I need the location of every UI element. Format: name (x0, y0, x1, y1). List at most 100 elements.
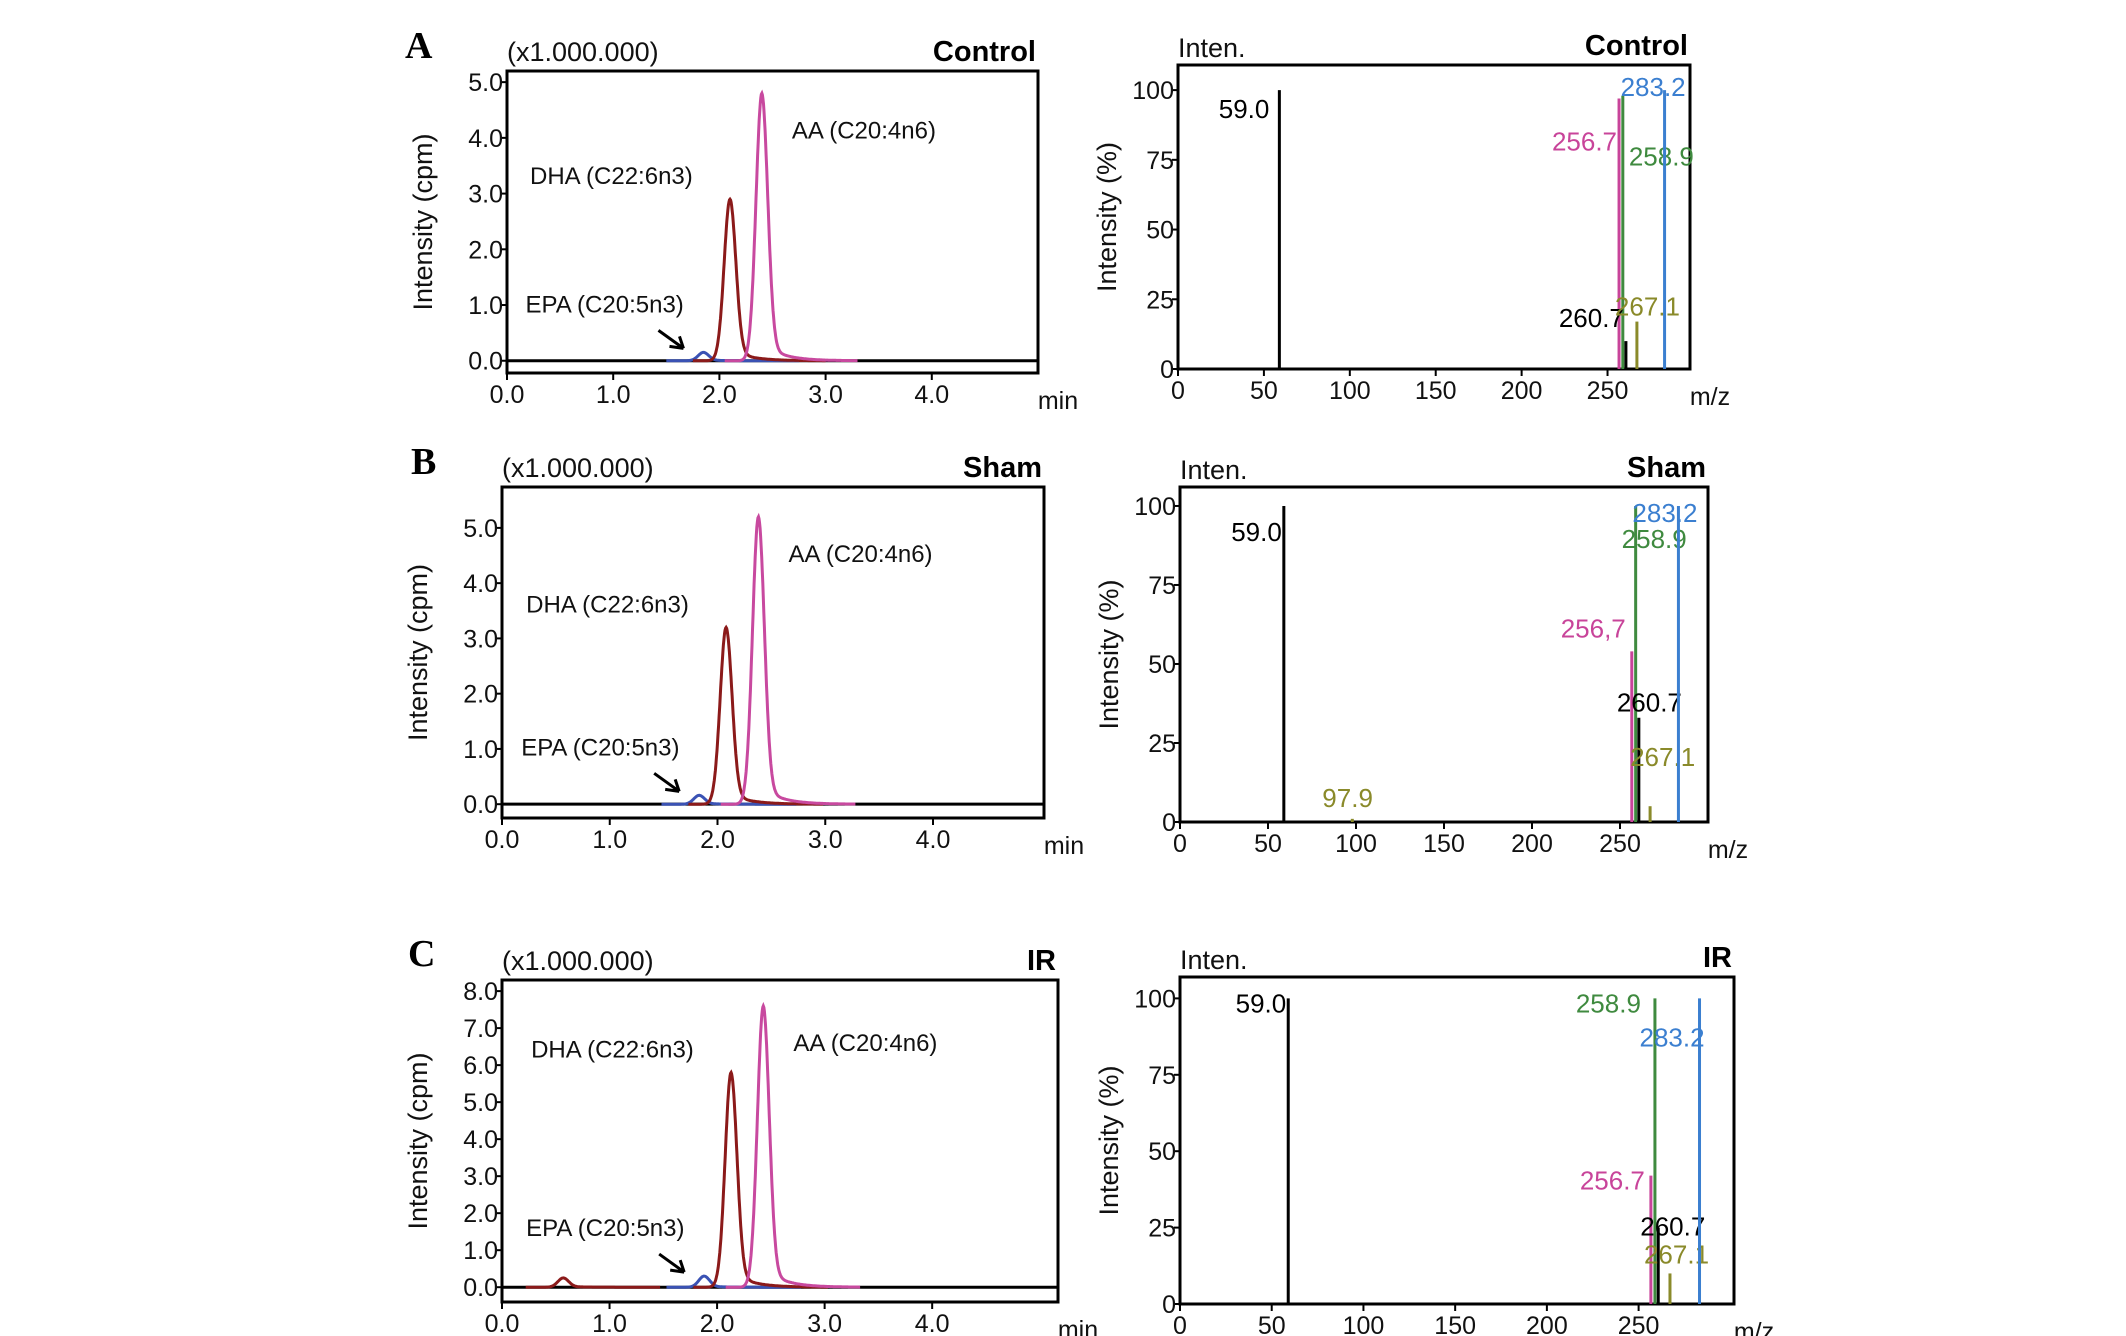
peak-trace (692, 196, 826, 363)
peak-label: AA (C20:4n6) (793, 1030, 937, 1057)
plot-frame (500, 978, 1060, 1304)
ion-label: 59.0 (1236, 988, 1287, 1018)
y-tick-label: 3.0 (468, 181, 503, 209)
y-tick-label: 0.0 (468, 348, 503, 376)
y-tick-label: 25 (1146, 286, 1174, 314)
y-tick-label: 25 (1148, 730, 1176, 758)
panel-title: Sham (1627, 452, 1706, 484)
x-tick-label: 1.0 (592, 1310, 627, 1336)
x-tick-label: 250 (1618, 1312, 1660, 1336)
chromatogram-panel-A: A (x1.000.000) Control 0.0 1.0 2.0 3.0 4.0 5.0 0.… (405, 25, 1078, 415)
y-tick-label: 3.0 (463, 1163, 498, 1191)
x-tick-label: 2.0 (702, 381, 737, 409)
x-tick-label: 0 (1173, 830, 1187, 858)
peak-label: AA (C20:4n6) (792, 117, 936, 144)
x-tick-label: 0.0 (490, 381, 525, 409)
x-tick-label: 150 (1415, 377, 1457, 405)
ion-label: 283.2 (1621, 72, 1686, 102)
x-axis-label: min (1038, 387, 1078, 415)
y-tick-label: 2.0 (463, 681, 498, 709)
y-tick-label: 6.0 (463, 1052, 498, 1080)
x-axis-label: m/z (1734, 1318, 1774, 1336)
x-tick-label: 1.0 (596, 381, 631, 409)
y-tick-label: 2.0 (468, 236, 503, 264)
chromatogram-panel-B: B (x1.000.000) Sham 0.0 1.0 2.0 3.0 4.0 5.0 0.0 1.… (403, 441, 1084, 860)
peak-trace (724, 89, 858, 363)
ion-label: 283.2 (1632, 498, 1697, 528)
peak-trace (693, 1069, 828, 1289)
y-tick-label: 50 (1148, 1138, 1176, 1166)
x-tick-label: 200 (1501, 377, 1543, 405)
y-tick-label: 4.0 (463, 1126, 498, 1154)
y-tick-label: 5.0 (463, 515, 498, 543)
x-tick-label: 4.0 (915, 1310, 950, 1336)
y-axis-label: Intensity (cpm) (403, 564, 433, 741)
x-tick-label: 4.0 (914, 381, 949, 409)
ion-label: 260.7 (1640, 1212, 1705, 1242)
ion-label: 59.0 (1219, 94, 1270, 124)
arrow-icon (653, 772, 681, 793)
x-tick-label: 50 (1254, 830, 1282, 858)
x-tick-label: 0.0 (485, 826, 520, 854)
y-axis-top-label: Inten. (1180, 455, 1248, 485)
x-tick-label: 0.0 (485, 1310, 520, 1336)
x-tick-label: 3.0 (807, 1310, 842, 1336)
x-tick-label: 1.0 (592, 826, 627, 854)
ion-label: 256.7 (1580, 1166, 1645, 1196)
scale-note: (x1.000.000) (502, 453, 654, 483)
x-tick-label: 150 (1423, 830, 1465, 858)
y-axis-top-label: Inten. (1180, 945, 1248, 975)
y-tick-label: 0.0 (463, 791, 498, 819)
y-axis-label: Intensity (%) (1092, 142, 1122, 292)
y-tick-label: 100 (1134, 493, 1176, 521)
y-tick-label: 5.0 (463, 1089, 498, 1117)
ion-label: 267.1 (1615, 292, 1680, 322)
x-axis-label: m/z (1690, 383, 1730, 411)
x-tick-label: 0 (1173, 1312, 1187, 1336)
peak-label: AA (C20:4n6) (788, 541, 932, 568)
x-tick-label: 100 (1343, 1312, 1385, 1336)
y-tick-label: 0 (1162, 809, 1176, 837)
scale-note: (x1.000.000) (502, 946, 654, 976)
x-tick-label: 250 (1587, 377, 1629, 405)
y-tick-label: 4.0 (468, 125, 503, 153)
plot-frame (505, 69, 1040, 375)
peak-label: DHA (C22:6n3) (526, 591, 689, 618)
plot-frame (1176, 63, 1692, 371)
x-tick-label: 50 (1258, 1312, 1286, 1336)
scale-note: (x1.000.000) (507, 37, 659, 67)
x-tick-label: 0 (1171, 377, 1185, 405)
x-tick-label: 2.0 (700, 1310, 735, 1336)
panel-title: IR (1027, 945, 1056, 977)
x-tick-label: 250 (1599, 830, 1641, 858)
peak-label: DHA (C22:6n3) (530, 163, 693, 190)
x-axis-label: min (1058, 1316, 1098, 1336)
x-axis-label: min (1044, 832, 1084, 860)
y-axis-label: Intensity (cpm) (403, 1052, 433, 1229)
peak-label: EPA (C20:5n3) (521, 734, 679, 761)
panel-letter: A (405, 25, 433, 67)
y-tick-label: 25 (1148, 1215, 1176, 1243)
y-tick-label: 3.0 (463, 625, 498, 653)
y-tick-label: 75 (1148, 572, 1176, 600)
peak-label: EPA (C20:5n3) (526, 1215, 684, 1242)
ion-label: 59.0 (1231, 517, 1282, 547)
ion-label: 258.9 (1622, 524, 1687, 554)
y-tick-label: 5.0 (468, 69, 503, 97)
x-tick-label: 200 (1526, 1312, 1568, 1336)
chromatogram-panel-C: C (x1.000.000) IR 0.0 1.0 2.0 3.0 4.0 5.0 6.0 7.0 8… (403, 933, 1098, 1336)
mass-spectrum-panel-C: Inten. IR 0 25 50 75 100 0 50 100 150 200 250 m/z Inte… (1094, 942, 1774, 1336)
ion-label: 267.1 (1630, 742, 1695, 772)
y-tick-label: 50 (1146, 217, 1174, 245)
ion-label: 283.2 (1640, 1022, 1705, 1052)
y-tick-label: 1.0 (468, 292, 503, 320)
mass-spectrum-panel-A: Inten. Control 0 25 50 75 100 0 50 100 150 200 250 m/… (1092, 30, 1730, 411)
x-tick-label: 100 (1335, 830, 1377, 858)
peak-label: DHA (C22:6n3) (531, 1037, 694, 1064)
x-tick-label: 2.0 (700, 826, 735, 854)
y-tick-label: 2.0 (463, 1200, 498, 1228)
y-axis-label: Intensity (%) (1094, 1065, 1124, 1215)
peak-label: EPA (C20:5n3) (525, 291, 683, 318)
y-tick-label: 75 (1148, 1062, 1176, 1090)
